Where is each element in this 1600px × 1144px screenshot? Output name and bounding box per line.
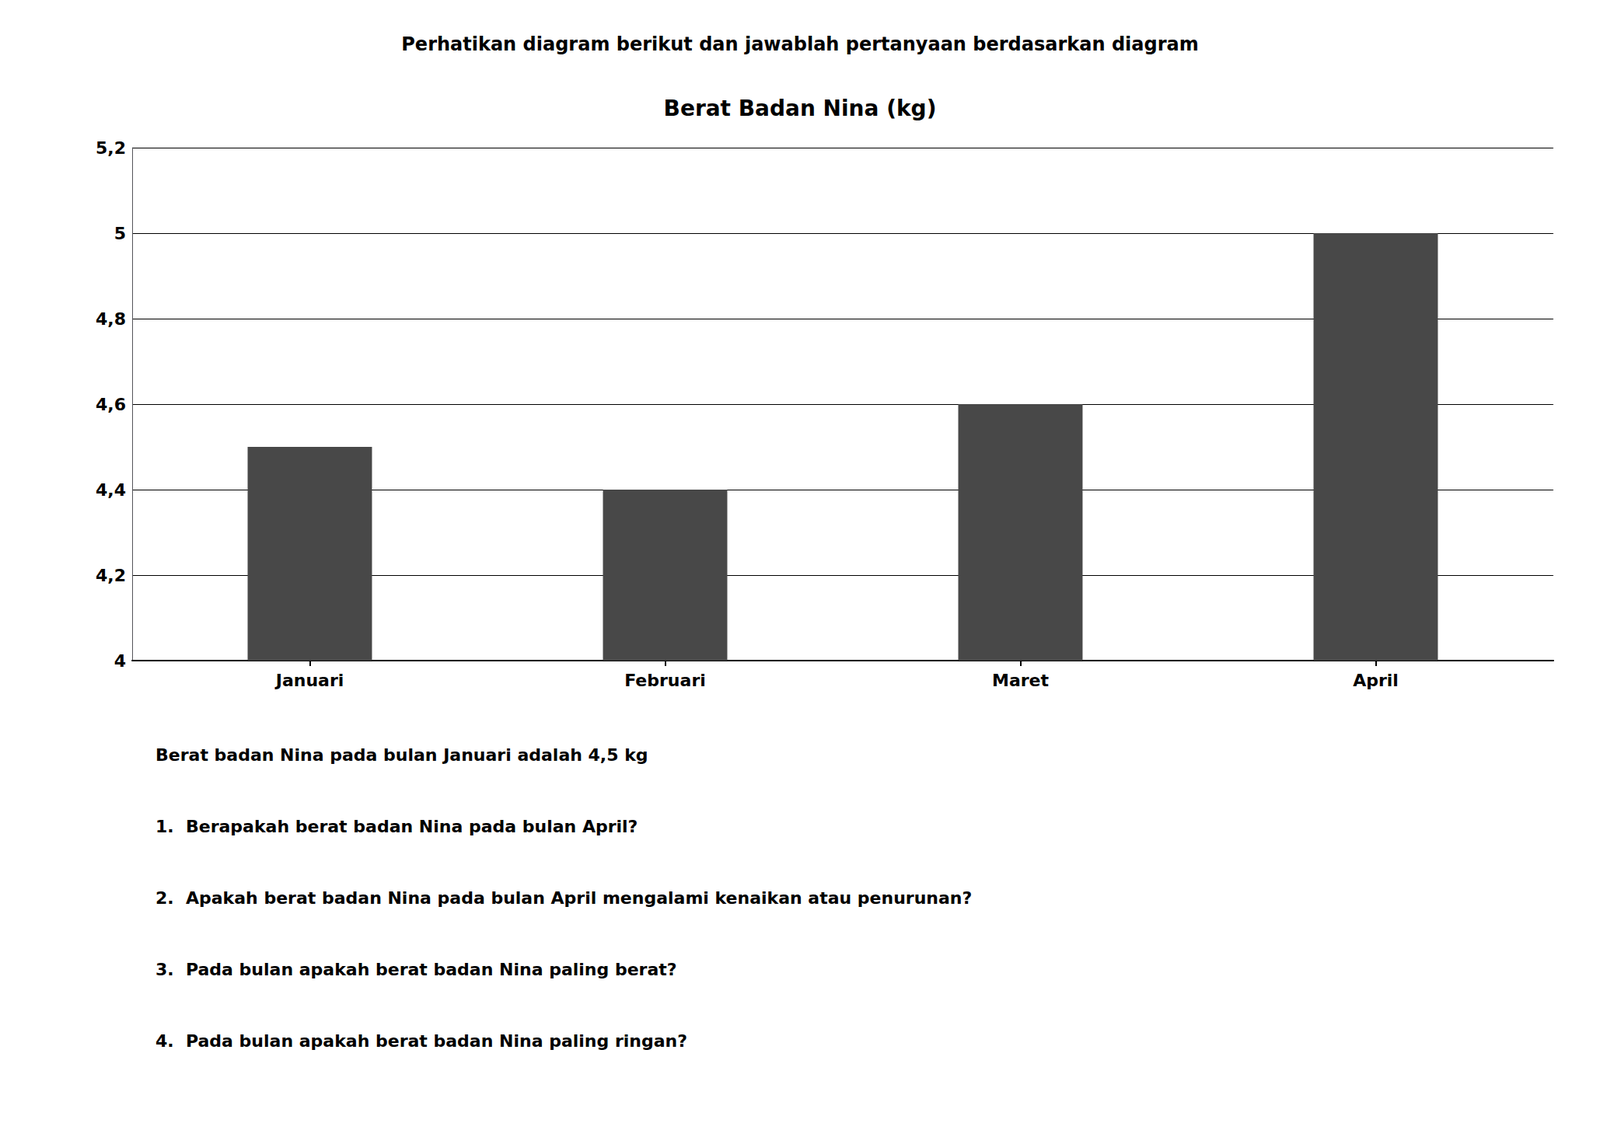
svg-text:4,4: 4,4 [95, 480, 126, 500]
svg-text:Berat badan Nina pada bulan Ja: Berat badan Nina pada bulan Januari adal… [155, 745, 649, 766]
svg-text:1. Berapakah berat badan Nina: 1. Berapakah berat badan Nina pada bulan… [155, 817, 638, 837]
svg-text:Januari: Januari [274, 670, 345, 691]
svg-text:Berat Badan Nina (kg): Berat Badan Nina (kg) [663, 95, 937, 122]
svg-text:Maret: Maret [992, 670, 1050, 691]
svg-text:4,6: 4,6 [95, 394, 126, 415]
svg-text:Februari: Februari [624, 670, 706, 691]
svg-text:4,2: 4,2 [95, 565, 126, 586]
svg-text:4. Pada bulan apakah berat ba: 4. Pada bulan apakah berat badan Nina pa… [155, 1031, 688, 1052]
svg-text:April: April [1352, 670, 1399, 691]
svg-text:4: 4 [114, 651, 126, 671]
svg-text:3. Pada bulan apakah berat ba: 3. Pada bulan apakah berat badan Nina pa… [155, 960, 678, 980]
svg-text:Perhatikan diagram berikut dan: Perhatikan diagram berikut dan jawablah … [401, 33, 1199, 56]
svg-text:4,8: 4,8 [95, 309, 126, 329]
svg-text:5: 5 [114, 223, 126, 244]
svg-text:2. Apakah berat badan Nina pa: 2. Apakah berat badan Nina pada bulan Ap… [155, 888, 972, 909]
svg-text:5,2: 5,2 [95, 138, 126, 158]
